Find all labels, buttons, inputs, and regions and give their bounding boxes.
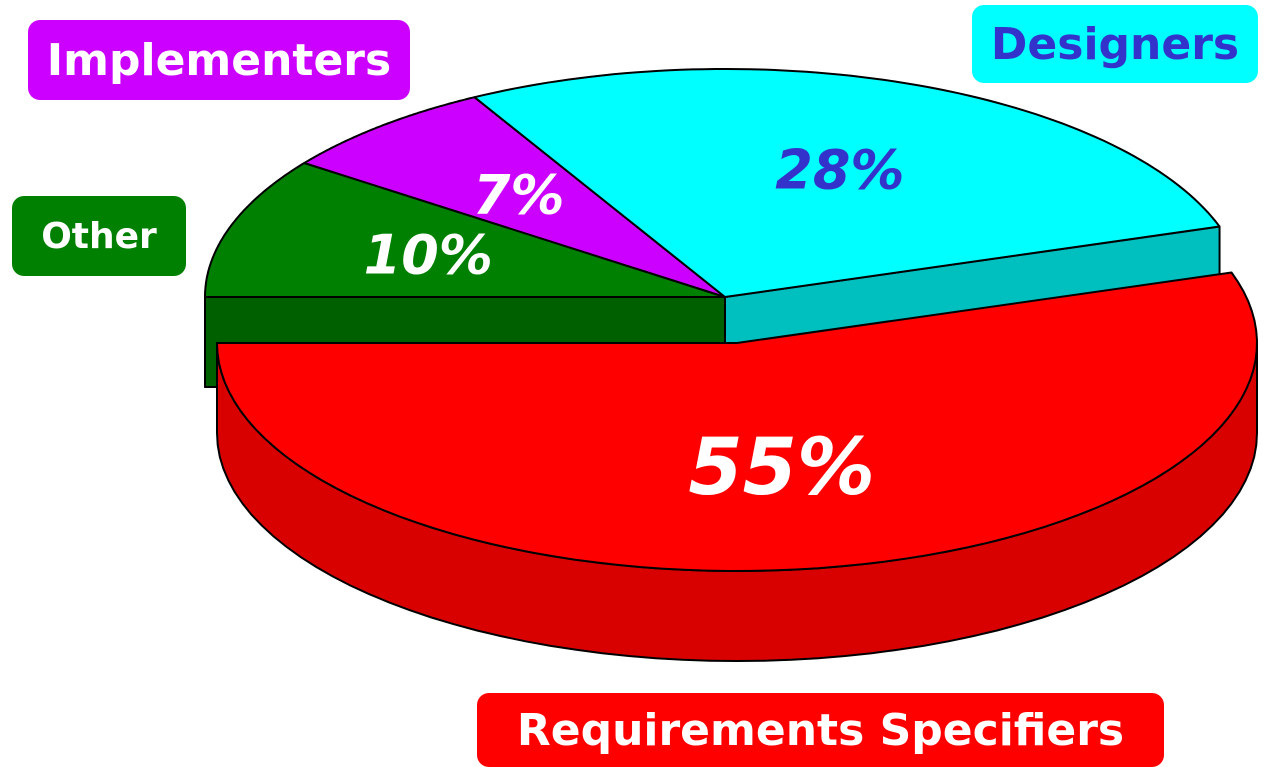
legend-label-designers: Designers [972, 5, 1258, 83]
legend-label-implementers: Implementers [28, 20, 410, 100]
pie-slice-top [204, 162, 726, 298]
pie-slice-percent-label: 10% [364, 224, 493, 287]
pie-slice-percent-label: 28% [775, 139, 904, 202]
pie-slice-requirements-specifiers: 55% [216, 271, 1258, 662]
legend-label-other: Other [12, 196, 186, 276]
pie-slices: 10%7% 28% 55% [204, 68, 1258, 662]
pie-slice-percent-label: 7% [473, 163, 565, 226]
pie-slice-top [216, 271, 1258, 572]
pie-slice-top [473, 68, 1221, 298]
pie-slice-top [303, 96, 726, 298]
pie-slice-implementers: 7% [303, 96, 726, 298]
pie-slice-percent-label: 55% [688, 423, 875, 513]
legend-label-requirements-specifiers: Requirements Specifiers [477, 693, 1164, 767]
